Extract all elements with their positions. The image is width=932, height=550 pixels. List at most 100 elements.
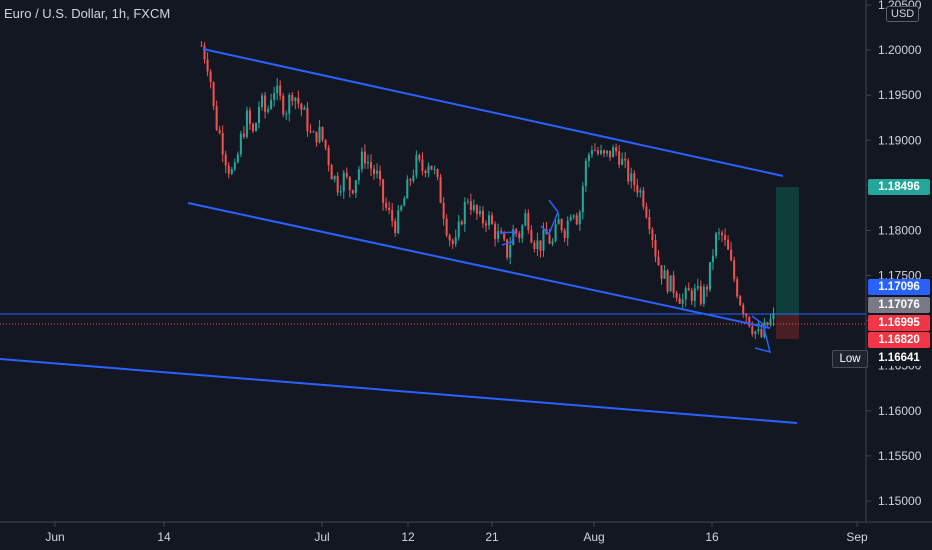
- candle: [524, 209, 527, 227]
- candle: [264, 91, 267, 119]
- candle: [230, 166, 233, 176]
- candle: [339, 185, 342, 197]
- pattern-drawing-2: [499, 231, 517, 246]
- candle: [333, 175, 336, 183]
- time-axis[interactable]: Jun 14 Jul 12 21 Aug 16 Sep: [0, 521, 932, 544]
- candle: [433, 165, 436, 175]
- candle: [348, 176, 351, 198]
- candle: [385, 197, 388, 211]
- candle: [318, 119, 321, 144]
- candle: [714, 231, 717, 259]
- candle: [212, 81, 215, 111]
- candle: [382, 178, 385, 211]
- candle: [721, 230, 724, 242]
- candle: [603, 149, 606, 158]
- candle: [648, 209, 651, 235]
- candle: [481, 206, 484, 228]
- candle: [687, 282, 690, 291]
- candle: [469, 193, 472, 216]
- candle: [306, 101, 309, 137]
- candle: [515, 227, 518, 238]
- candle: [612, 144, 615, 158]
- channel-lines[interactable]: [0, 48, 798, 424]
- candle: [221, 125, 224, 163]
- y-tick-label: 1.18000: [878, 223, 922, 237]
- chart-title: Euro / U.S. Dollar, 1h, FXCM: [4, 6, 171, 21]
- price-axis[interactable]: 1.150001.155001.160001.165001.170001.175…: [865, 0, 922, 522]
- candle: [590, 145, 593, 159]
- currency-button[interactable]: USD: [886, 6, 920, 22]
- candle: [630, 167, 633, 189]
- candle: [239, 130, 242, 158]
- candle: [769, 313, 772, 327]
- candle: [754, 330, 757, 340]
- candle: [294, 96, 297, 110]
- candle: [472, 199, 475, 213]
- candle: [388, 201, 391, 215]
- candle: [448, 233, 451, 247]
- candle: [660, 264, 663, 285]
- candle: [345, 167, 348, 179]
- candle: [633, 170, 636, 192]
- candle: [215, 100, 218, 132]
- candle: [621, 152, 624, 166]
- candle: [327, 145, 330, 172]
- x-tick-label: Jun: [45, 530, 64, 544]
- candle: [606, 150, 609, 157]
- price-tag-4: 1.16995: [868, 315, 930, 331]
- candle: [560, 218, 563, 233]
- candle: [702, 284, 705, 307]
- candle: [581, 181, 584, 220]
- candle: [705, 284, 708, 297]
- x-tick-label: Aug: [583, 530, 604, 544]
- candle: [282, 93, 285, 118]
- candle: [273, 86, 276, 107]
- candle: [267, 105, 270, 114]
- candle: [736, 276, 739, 299]
- price-tag-5: 1.16820: [868, 332, 930, 348]
- candle: [521, 223, 524, 244]
- candle: [291, 92, 294, 106]
- x-tick-label: Jul: [314, 530, 329, 544]
- candle: [554, 219, 557, 243]
- price-tag-3: 1.17076: [868, 297, 930, 313]
- candle: [463, 197, 466, 233]
- candle: [315, 131, 318, 147]
- candle: [727, 235, 730, 251]
- candle: [218, 125, 221, 135]
- candle: [745, 313, 748, 323]
- candle: [724, 228, 727, 246]
- candle: [233, 158, 236, 172]
- price-tag-1: 1.18496: [868, 179, 930, 195]
- candle: [312, 130, 315, 133]
- candle: [248, 107, 251, 130]
- x-tick-label: 14: [157, 530, 171, 544]
- candle: [618, 144, 621, 169]
- candle: [415, 150, 418, 179]
- candle: [551, 238, 554, 247]
- position-zones: [776, 187, 799, 339]
- low-price-tag: 1.16641: [868, 350, 930, 366]
- candle: [309, 124, 312, 134]
- candle: [627, 158, 630, 185]
- candle: [757, 321, 760, 335]
- candle: [224, 150, 227, 174]
- candle: [539, 240, 542, 258]
- candle: [406, 175, 409, 199]
- candle: [400, 204, 403, 212]
- candle: [566, 216, 569, 246]
- candle: [209, 69, 212, 89]
- candle: [536, 232, 539, 257]
- candle: [475, 204, 478, 220]
- candle: [200, 41, 203, 47]
- y-tick-label: 1.15500: [878, 449, 922, 463]
- candle: [494, 221, 497, 247]
- candle: [642, 186, 645, 210]
- candle: [587, 152, 590, 168]
- candle: [251, 122, 254, 134]
- candle: [609, 150, 612, 161]
- candle: [497, 223, 500, 243]
- candle: [663, 265, 666, 279]
- candle: [711, 249, 714, 271]
